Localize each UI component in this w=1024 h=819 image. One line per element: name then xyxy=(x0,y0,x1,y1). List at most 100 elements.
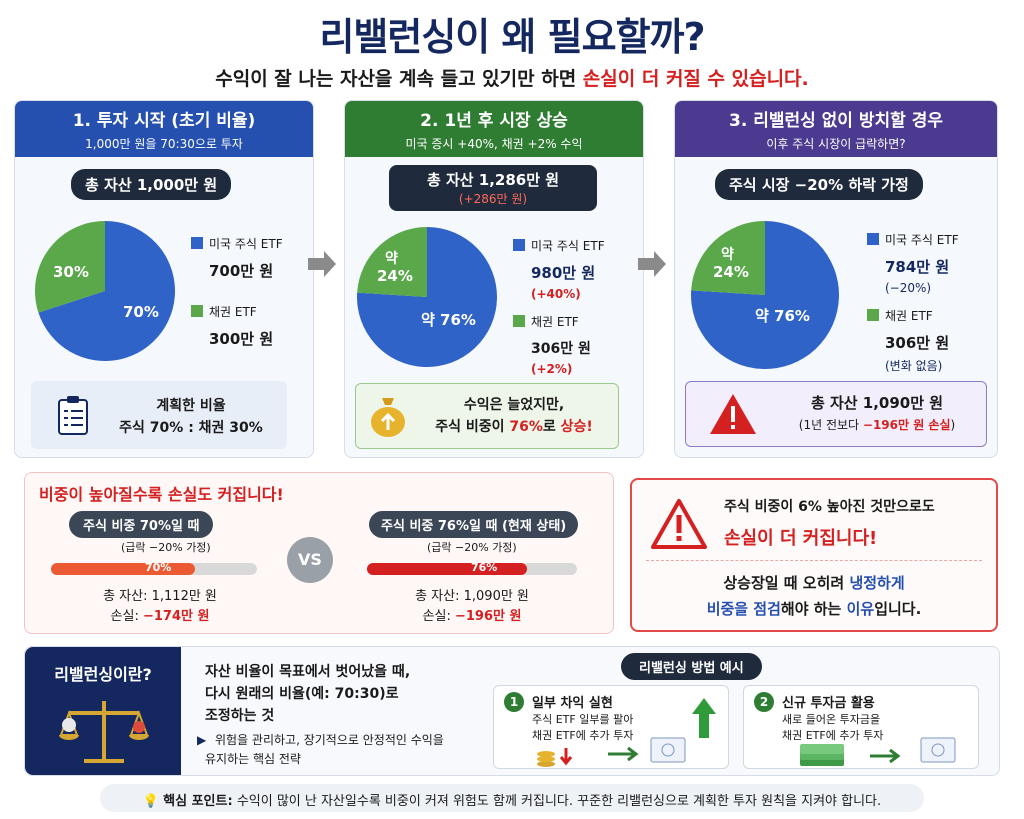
pie-chart: 약 76% 약 24% xyxy=(357,227,497,367)
step-title: 신규 투자금 활용 xyxy=(782,696,875,711)
step-line: 채권 ETF에 추가 투자 xyxy=(782,729,884,742)
divider xyxy=(646,560,982,561)
subtitle-text: 수익이 잘 나는 자산을 계속 들고 있기만 하면 xyxy=(215,68,583,90)
loss-prefix: 손실: xyxy=(422,609,455,624)
warning-icon xyxy=(651,499,707,549)
note-part: 주식 비중이 xyxy=(435,419,510,435)
total-asset-pill: 총 자산 1,000만 원 xyxy=(71,169,232,200)
bond-slice-label: 30% xyxy=(53,263,89,281)
definition-text: 자산 비율이 목표에서 벗어났을 때, 다시 원래의 비율(예: 70:30)로… xyxy=(205,661,410,727)
total-asset-value: 총 자산 1,286만 원 xyxy=(426,171,560,189)
note-part: (1년 전보다 xyxy=(798,418,863,432)
bullet-line: 위험을 관리하고, 장기적으로 안정적인 수익을 xyxy=(215,733,444,747)
bond-slice-label: 약 xyxy=(385,250,398,267)
definition-panel: 리밸런싱이란? xyxy=(25,647,181,775)
bond-slice-label: 24% xyxy=(713,263,749,281)
note-line: 주식 비중이 76%로 상승! xyxy=(412,416,616,438)
bond-swatch xyxy=(513,315,525,327)
card-drop: 3. 리밸런싱 없이 방치할 경우 이후 주식 시장이 급락하면? 주식 시장 … xyxy=(674,100,998,458)
legend-change: (−20%) xyxy=(885,281,932,295)
note-line: 계획한 비율 xyxy=(156,398,226,414)
stock-slice-label: 약 76% xyxy=(421,311,476,329)
subtitle-highlight: 손실이 더 커질 수 있습니다. xyxy=(582,68,809,90)
alert-part: 해야 하는 xyxy=(780,600,847,618)
cash-stack-icon xyxy=(800,744,844,766)
card-header: 2. 1년 후 시장 상승 미국 증시 +40%, 채권 +2% 수익 xyxy=(345,101,643,157)
legend-bond: 채권 ETF 300만 원 xyxy=(191,303,273,349)
left-assume: (급락 −20% 가정) xyxy=(121,541,211,554)
note-line: 총 자산 1,090만 원 xyxy=(810,394,944,412)
step-line: 주식 ETF 일부를 팔아 xyxy=(532,713,634,726)
bond-slice-label: 24% xyxy=(377,267,413,285)
definition-title: 리밸런싱이란? xyxy=(54,665,152,684)
method-card-1: 1 일부 차익 실현 주식 ETF 일부를 팔아 채권 ETF에 추가 투자 xyxy=(493,685,729,769)
plan-note-text: 계획한 비율 주식 70% : 채권 30% xyxy=(101,395,281,439)
alert-part: 입니다. xyxy=(874,600,922,618)
alert-highlight: 냉정하게 xyxy=(849,574,905,592)
note-line: (1년 전보다 −196만 원 손실) xyxy=(770,414,984,436)
pie-slices xyxy=(35,221,175,361)
right-bar-fill xyxy=(367,563,527,575)
bond-swatch xyxy=(867,309,879,321)
definition-line: 자산 비율이 목표에서 벗어났을 때, xyxy=(205,664,411,680)
legend-value: 784만 원 xyxy=(885,258,950,276)
arrow-up-icon xyxy=(692,698,716,738)
alert-line-2: 손실이 더 커집니다! xyxy=(724,528,878,549)
stock-slice-label: 70% xyxy=(123,303,159,321)
bond-slice xyxy=(691,221,765,295)
arrow-right-icon xyxy=(870,748,901,764)
card-title: 2. 1년 후 시장 상승 xyxy=(420,111,568,131)
loss-value: −174만 원 xyxy=(142,609,210,624)
legend-value: 300만 원 xyxy=(209,330,274,348)
left-bar-fill xyxy=(51,563,196,575)
coins-icon xyxy=(537,748,573,767)
card-rise: 2. 1년 후 시장 상승 미국 증시 +40%, 채권 +2% 수익 총 자산… xyxy=(344,100,644,458)
legend-stock: 미국 주식 ETF 980만 원 (+40%) xyxy=(513,237,605,301)
note-highlight: 상승! xyxy=(560,419,593,435)
stock-swatch xyxy=(191,237,203,249)
rise-note-text: 수익은 늘었지만, 주식 비중이 76%로 상승! xyxy=(412,394,616,438)
card-header: 1. 투자 시작 (초기 비율) 1,000만 원을 70:30으로 투자 xyxy=(15,101,313,157)
alert-highlight: 비중을 점검 xyxy=(706,600,781,618)
clipboard-icon xyxy=(58,396,88,435)
right-bar: 76% xyxy=(367,561,577,575)
step-text: 새로 들어온 투자금을 채권 ETF에 추가 투자 xyxy=(782,712,883,744)
total-asset-gain: (+286만 원) xyxy=(458,192,528,206)
bond-certificate-icon xyxy=(650,737,686,763)
comparison-box: 비중이 높아질수록 손실도 커집니다! 주식 비중 70%일 때 (급락 −20… xyxy=(24,472,614,634)
right-loss: 손실: −196만 원 xyxy=(397,605,547,624)
comparison-heading: 비중이 높아질수록 손실도 커집니다! xyxy=(39,485,284,504)
card-subtitle: 미국 증시 +40%, 채권 +2% 수익 xyxy=(405,137,583,151)
card-title: 3. 리밸런싱 없이 방치할 경우 xyxy=(728,111,943,131)
note-part: 로 xyxy=(542,419,561,435)
definition-bullet: ▶ 위험을 관리하고, 장기적으로 안정적인 수익을 유지하는 핵심 전략 xyxy=(197,731,444,769)
legend-stock: 미국 주식 ETF 700만 원 xyxy=(191,235,283,281)
alert-line-4: 비중을 점검해야 하는 이유입니다. xyxy=(632,598,996,619)
legend-label: 미국 주식 ETF xyxy=(209,237,283,251)
note-line: 수익은 늘었지만, xyxy=(463,397,565,413)
step-text: 주식 ETF 일부를 팔아 채권 ETF에 추가 투자 xyxy=(532,712,633,744)
page-title: 리밸런싱이 왜 필요할까? xyxy=(319,15,705,59)
step-line: 채권 ETF에 추가 투자 xyxy=(532,729,634,742)
alert-highlight: 이유 xyxy=(846,600,875,618)
legend-change: (+40%) xyxy=(531,287,581,301)
rise-note: 수익은 늘었지만, 주식 비중이 76%로 상승! xyxy=(355,383,619,449)
method-card-2: 2 신규 투자금 활용 새로 들어온 투자금을 채권 ETF에 추가 투자 xyxy=(743,685,979,769)
card-title: 1. 투자 시작 (초기 비율) xyxy=(72,111,256,131)
step-line: 새로 들어온 투자금을 xyxy=(782,713,881,726)
note-highlight: −196만 원 손실 xyxy=(862,418,951,432)
pie-chart: 70% 30% xyxy=(35,221,175,361)
page-subtitle: 수익이 잘 나는 자산을 계속 들고 있기만 하면 손실이 더 커질 수 있습니… xyxy=(0,64,1024,91)
left-asset: 총 자산: 1,112만 원 xyxy=(103,589,217,604)
left-loss: 손실: −174만 원 xyxy=(85,605,235,624)
legend-value: 306만 원 xyxy=(885,334,950,352)
legend-value: 700만 원 xyxy=(209,262,274,280)
legend-bond: 채권 ETF 306만 원 (변화 없음) xyxy=(867,307,949,374)
note-highlight: 76% xyxy=(509,419,543,435)
definition-line: 조정하는 것 xyxy=(205,708,275,724)
stock-slice xyxy=(38,221,175,361)
legend-change: (변화 없음) xyxy=(885,359,943,373)
balance-scale-icon xyxy=(59,701,149,763)
step-number: 1 xyxy=(504,692,524,712)
key-point-text: 수익이 많이 난 자산일수록 비중이 커져 위험도 함께 커집니다. 꾸준한 리… xyxy=(232,794,882,809)
